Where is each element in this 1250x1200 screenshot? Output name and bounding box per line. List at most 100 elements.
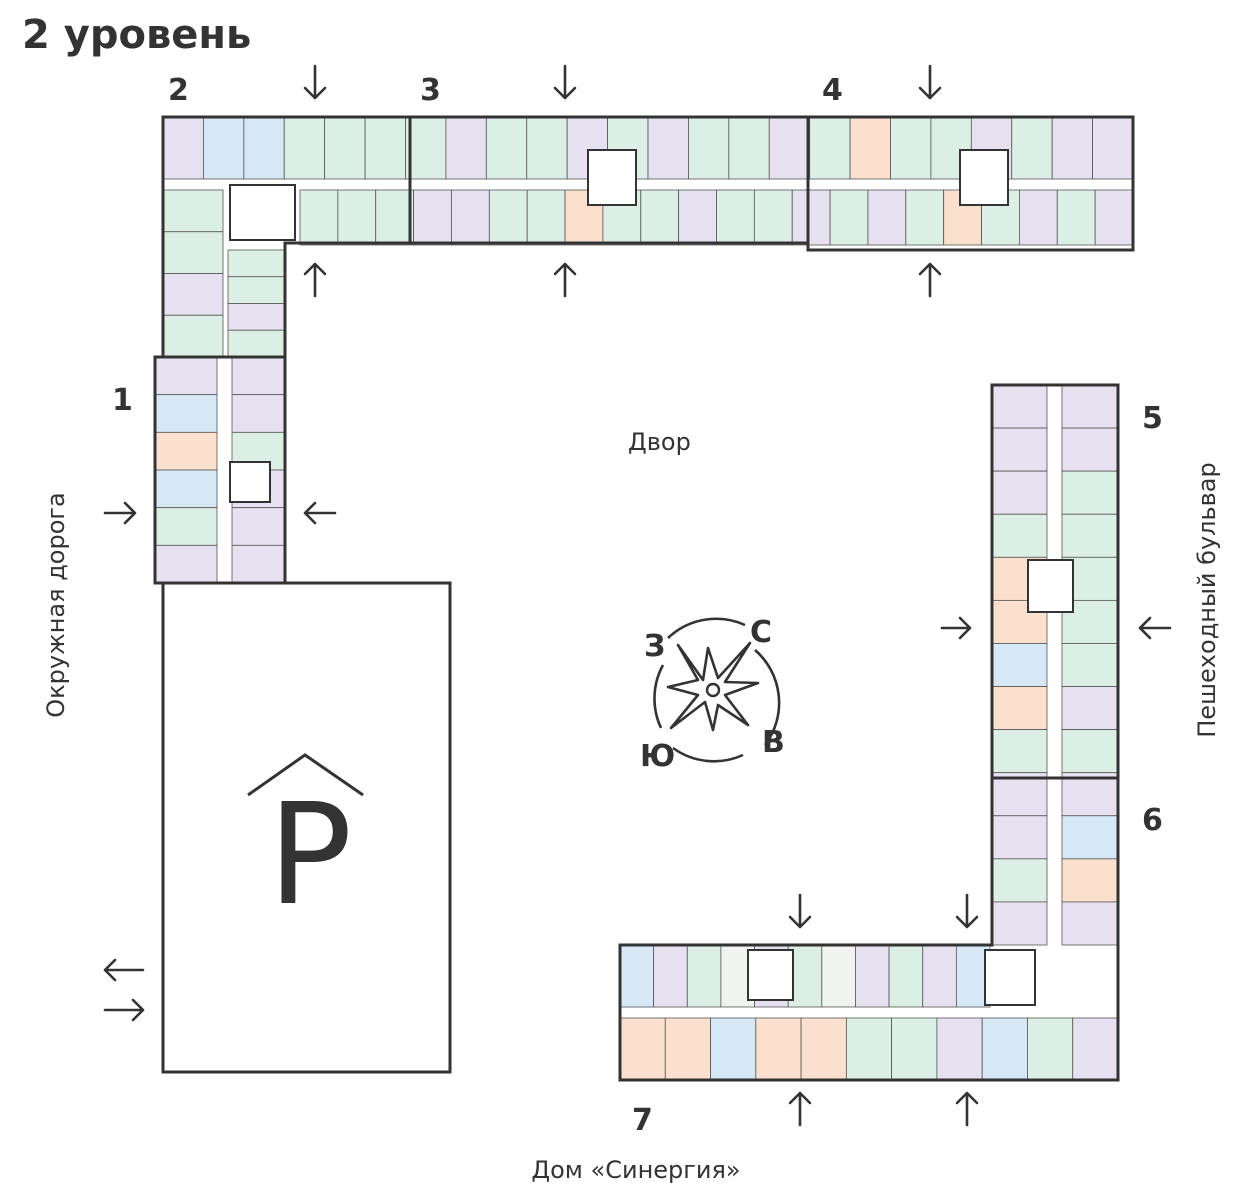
page-title: 2 уровень bbox=[22, 12, 251, 58]
apartment[interactable] bbox=[619, 944, 655, 1008]
apartment[interactable] bbox=[849, 116, 891, 180]
apartment[interactable] bbox=[647, 116, 689, 180]
apartment[interactable] bbox=[1061, 643, 1119, 687]
apartment[interactable] bbox=[364, 116, 406, 180]
apartment[interactable] bbox=[768, 116, 811, 180]
apartment[interactable] bbox=[991, 427, 1048, 472]
apartment[interactable] bbox=[283, 116, 326, 180]
apartment[interactable] bbox=[203, 116, 245, 180]
apartment[interactable] bbox=[451, 189, 490, 246]
apartment[interactable] bbox=[1061, 513, 1119, 558]
apartment[interactable] bbox=[227, 276, 286, 304]
apartment[interactable] bbox=[1061, 427, 1119, 472]
apartment[interactable] bbox=[485, 116, 528, 180]
apartment[interactable] bbox=[227, 329, 286, 358]
apartment[interactable] bbox=[640, 189, 680, 246]
apartment[interactable] bbox=[162, 116, 204, 180]
apartment[interactable] bbox=[405, 116, 447, 180]
apartment[interactable] bbox=[991, 729, 1048, 774]
apartment[interactable] bbox=[154, 507, 218, 546]
apartment[interactable] bbox=[753, 189, 793, 246]
apartment[interactable] bbox=[809, 116, 851, 180]
apartment[interactable] bbox=[162, 231, 224, 274]
apartment[interactable] bbox=[800, 1017, 847, 1081]
apartment[interactable] bbox=[299, 189, 339, 246]
apartment[interactable] bbox=[162, 314, 224, 358]
compass-south: Ю bbox=[640, 739, 675, 774]
apartment[interactable] bbox=[688, 116, 730, 180]
entrance-arrow-icon bbox=[918, 64, 942, 100]
apartment[interactable] bbox=[991, 643, 1048, 687]
apartment[interactable] bbox=[413, 189, 452, 246]
apartment[interactable] bbox=[227, 249, 286, 278]
apartment[interactable] bbox=[162, 273, 224, 316]
apartment[interactable] bbox=[678, 189, 717, 246]
apartment[interactable] bbox=[1061, 729, 1119, 774]
apartment[interactable] bbox=[445, 116, 487, 180]
apartment[interactable] bbox=[162, 189, 224, 233]
apartment[interactable] bbox=[905, 189, 945, 246]
apartment[interactable] bbox=[1051, 116, 1093, 180]
apartment[interactable] bbox=[1061, 815, 1119, 860]
apartment[interactable] bbox=[991, 384, 1048, 429]
apartment[interactable] bbox=[1061, 772, 1119, 817]
apartment[interactable] bbox=[755, 1017, 802, 1081]
apartment[interactable] bbox=[1061, 384, 1119, 429]
apartment[interactable] bbox=[845, 1017, 893, 1081]
apartment[interactable] bbox=[991, 815, 1048, 860]
apartment[interactable] bbox=[154, 469, 218, 509]
apartment[interactable] bbox=[1027, 1017, 1074, 1081]
apartment[interactable] bbox=[243, 116, 285, 180]
apartment[interactable] bbox=[716, 189, 755, 246]
apartment[interactable] bbox=[1061, 858, 1119, 903]
apartment[interactable] bbox=[891, 1017, 938, 1081]
apartment[interactable] bbox=[488, 189, 528, 246]
apartment[interactable] bbox=[1061, 901, 1119, 946]
apartment[interactable] bbox=[664, 1017, 711, 1081]
apartment[interactable] bbox=[231, 507, 286, 546]
apartment[interactable] bbox=[337, 189, 377, 246]
apartment[interactable] bbox=[981, 1017, 1028, 1081]
apartment[interactable] bbox=[1019, 189, 1058, 246]
apartment[interactable] bbox=[154, 431, 218, 471]
apartment[interactable] bbox=[231, 544, 286, 584]
apartment[interactable] bbox=[653, 944, 688, 1008]
apartment[interactable] bbox=[991, 470, 1048, 515]
entrance-arrow-icon bbox=[940, 616, 972, 640]
apartment[interactable] bbox=[1061, 470, 1119, 515]
apartment[interactable] bbox=[991, 858, 1048, 903]
apartment[interactable] bbox=[991, 901, 1048, 946]
apartment[interactable] bbox=[888, 944, 924, 1008]
apartment[interactable] bbox=[1056, 189, 1096, 246]
apartment[interactable] bbox=[1072, 1017, 1119, 1081]
apartment[interactable] bbox=[526, 116, 568, 180]
apartment[interactable] bbox=[619, 1017, 666, 1081]
apartment[interactable] bbox=[154, 394, 218, 433]
apartment[interactable] bbox=[154, 544, 218, 584]
apartment[interactable] bbox=[1094, 189, 1134, 246]
apartment[interactable] bbox=[821, 944, 856, 1008]
apartment[interactable] bbox=[728, 116, 770, 180]
apartment[interactable] bbox=[922, 944, 957, 1008]
apartment[interactable] bbox=[867, 189, 907, 246]
apartment[interactable] bbox=[686, 944, 722, 1008]
apartment[interactable] bbox=[227, 303, 286, 331]
apartment[interactable] bbox=[991, 686, 1048, 731]
apartment[interactable] bbox=[375, 189, 414, 246]
apartment[interactable] bbox=[991, 772, 1048, 817]
apartment[interactable] bbox=[991, 513, 1048, 558]
apartment[interactable] bbox=[1061, 686, 1119, 731]
apartment[interactable] bbox=[324, 116, 366, 180]
apartment[interactable] bbox=[1092, 116, 1134, 180]
apartment[interactable] bbox=[890, 116, 932, 180]
apartment[interactable] bbox=[154, 356, 218, 396]
apartment[interactable] bbox=[936, 1017, 983, 1081]
apartment[interactable] bbox=[231, 394, 286, 433]
apartment[interactable] bbox=[526, 189, 566, 246]
apartment[interactable] bbox=[829, 189, 869, 246]
apartment[interactable] bbox=[791, 189, 831, 246]
apartment[interactable] bbox=[231, 356, 286, 396]
apartment[interactable] bbox=[710, 1017, 757, 1081]
apartment[interactable] bbox=[1011, 116, 1053, 180]
apartment[interactable] bbox=[855, 944, 890, 1008]
